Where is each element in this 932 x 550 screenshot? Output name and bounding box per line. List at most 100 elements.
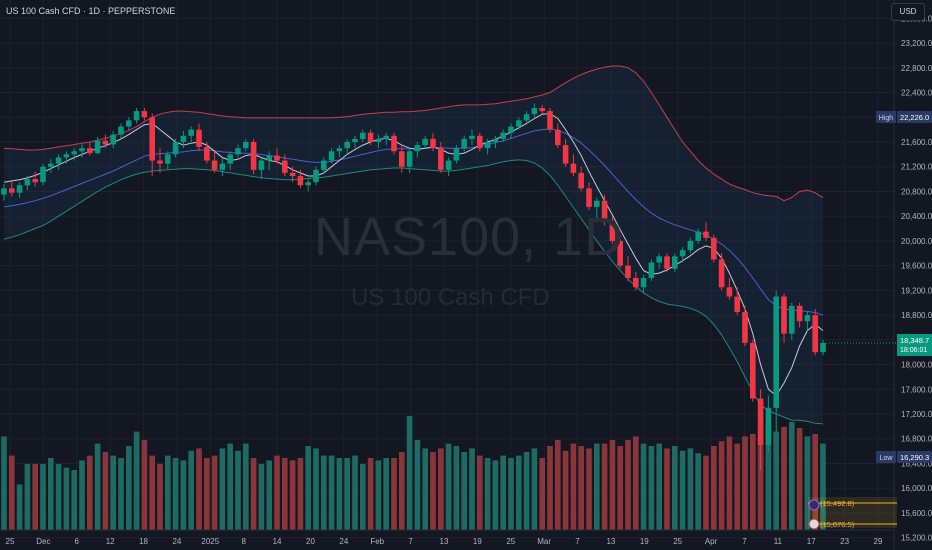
time-tick-label: 23 <box>840 537 849 546</box>
candle-body <box>640 278 647 288</box>
volume-bar <box>601 443 608 530</box>
volume-bar <box>672 446 678 530</box>
volume-bar <box>9 455 15 530</box>
candle-body <box>711 237 717 260</box>
volume-bar <box>188 450 194 530</box>
candle-body <box>765 407 772 445</box>
candle-body <box>430 138 436 149</box>
time-tick-label: 7 <box>408 537 413 546</box>
volume-bar <box>656 443 662 530</box>
time-tick-label: 25 <box>506 537 515 546</box>
price-tick-label: 17,200.0 <box>901 410 932 419</box>
candle-body <box>344 142 350 149</box>
volume-bar <box>165 455 171 530</box>
candle-body <box>625 265 631 278</box>
candle-body <box>757 398 764 445</box>
currency-button[interactable]: USD <box>891 3 925 21</box>
candle-body <box>16 185 23 193</box>
candle-body <box>63 154 70 158</box>
volume-bar <box>211 455 218 530</box>
candle-body <box>500 132 506 139</box>
candle-body <box>367 132 374 142</box>
indicator-lines <box>3 65 824 425</box>
volume-bar <box>289 460 296 530</box>
volume-bar <box>157 464 163 530</box>
candle-body <box>94 140 101 154</box>
candle-body <box>789 305 795 334</box>
candle-body <box>141 111 148 118</box>
candle-body <box>79 148 85 152</box>
volume-bar <box>430 452 436 530</box>
volume-bar <box>63 467 70 530</box>
volume-bar <box>617 446 623 530</box>
time-tick-label: 2025 <box>201 537 219 546</box>
candle-body <box>633 278 639 288</box>
volume-bar <box>110 455 116 530</box>
candle-body <box>703 231 709 238</box>
volume-bar <box>703 455 709 530</box>
time-tick-label: 14 <box>273 537 282 546</box>
volume-bar <box>726 436 733 530</box>
time-tick-label: 13 <box>440 537 449 546</box>
time-tick-label: Apr <box>705 537 718 546</box>
volume-bar <box>609 440 616 530</box>
volume-bar <box>555 440 561 530</box>
candle-body <box>508 126 514 133</box>
volume-bar <box>282 458 288 530</box>
price-tick-label: 18,000.0 <box>901 361 932 370</box>
volume-bar <box>453 446 460 530</box>
candle-body <box>562 145 569 164</box>
candle-body <box>196 129 202 147</box>
volume-bar <box>1 436 7 530</box>
volume-bar <box>367 458 374 530</box>
volume-bar <box>141 440 148 530</box>
time-tick-label: 19 <box>640 537 649 546</box>
volume-bar <box>461 452 467 530</box>
volume-bar <box>796 428 803 530</box>
price-tick-label: 19,600.0 <box>901 262 932 271</box>
volume-bar <box>344 458 350 530</box>
volume-bar <box>648 446 655 530</box>
candle-body <box>282 160 288 173</box>
symbol-legend[interactable]: US 100 Cash CFD · 1D · PEPPERSTONE <box>6 6 176 16</box>
candle-body <box>165 154 171 164</box>
candle-body <box>594 200 600 207</box>
candle-body <box>555 129 561 146</box>
time-tick-label: 20 <box>306 537 315 546</box>
volume-bar <box>734 443 740 530</box>
volume-bar <box>328 455 335 530</box>
volume-bar <box>523 452 530 530</box>
candle-body <box>414 145 421 152</box>
moving-average-fast-line <box>3 113 824 397</box>
lightning-icon <box>808 499 820 511</box>
volume-bar <box>804 436 811 530</box>
candle-body <box>672 256 678 269</box>
time-tick-label: Feb <box>370 537 384 546</box>
volume-bar <box>360 464 366 530</box>
volume-bar <box>578 446 584 530</box>
volume-bar <box>539 458 545 530</box>
candle-body <box>820 342 826 353</box>
volume-bar <box>695 453 701 530</box>
volume-bar <box>414 440 421 530</box>
candle-body <box>679 250 686 257</box>
price-tick-label: 16,400.0 <box>901 459 932 468</box>
time-tick-label: 25 <box>673 537 682 546</box>
candle-body <box>32 179 38 183</box>
candle-body <box>1 188 7 195</box>
price-tick-label: 20,000.0 <box>901 237 932 246</box>
volume-bar <box>484 458 491 530</box>
bollinger-lower-line <box>3 159 824 425</box>
low-tag-label: Low <box>880 455 894 462</box>
candle-body <box>734 296 740 312</box>
candle-body <box>211 160 218 170</box>
time-tick-label: 7 <box>575 537 580 546</box>
candle-body <box>531 108 538 115</box>
volume-bar <box>196 448 202 530</box>
bollinger-upper-line <box>3 65 824 202</box>
candle-body <box>71 151 77 155</box>
volume-bar <box>500 455 506 530</box>
volume-bar <box>438 448 444 530</box>
candle-body <box>484 142 491 149</box>
